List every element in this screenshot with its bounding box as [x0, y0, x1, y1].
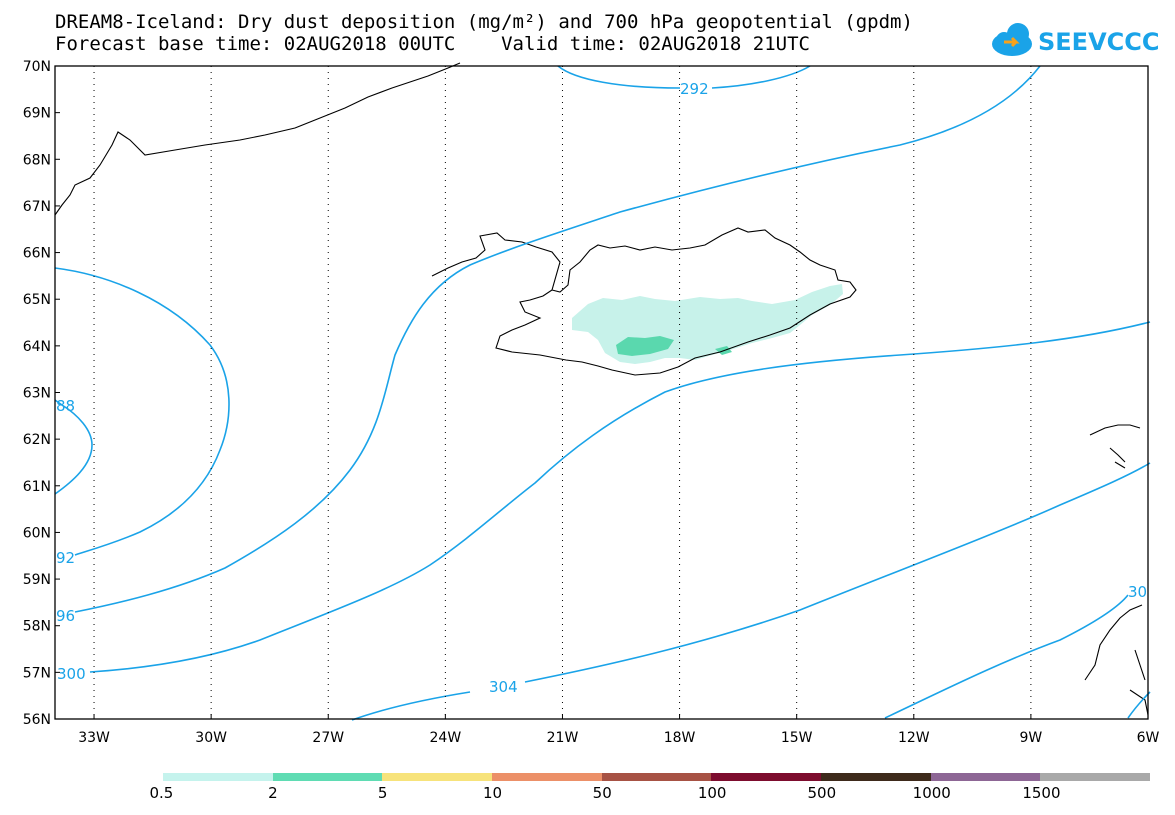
longitude-label: 9W [1020, 730, 1043, 746]
gridlines [93, 66, 1032, 719]
longitude-label: 12W [898, 730, 930, 746]
forecast-times: Forecast base time: 02AUG2018 00UTC Vali… [55, 33, 810, 55]
colorbar-segment [492, 773, 602, 781]
contour-label: 292 [680, 80, 709, 98]
colorbar-segment [601, 773, 712, 781]
longitude-label: 18W [664, 730, 696, 746]
contour-296 [74, 65, 1041, 613]
longitude-label: 24W [430, 730, 462, 746]
geopotential-contours [54, 65, 1151, 721]
coastlines [54, 62, 1149, 716]
colorbar [163, 773, 1151, 781]
colorbar-segment [1040, 773, 1151, 781]
contour-label: 300 [57, 665, 86, 683]
latitude-label: 59N [23, 572, 51, 588]
latitude-label: 64N [23, 339, 51, 355]
longitude-label: 21W [547, 730, 579, 746]
latitude-label: 57N [23, 665, 51, 681]
contour-label: 88 [56, 397, 75, 415]
colorbar-label: 5 [377, 784, 388, 802]
latitude-label: 60N [23, 525, 51, 541]
longitude-label: 27W [312, 730, 344, 746]
latitude-label: 70N [23, 59, 51, 75]
seevccc-logo: SEEVCCC [992, 23, 1160, 56]
latitude-label: 62N [23, 432, 51, 448]
latitude-label: 61N [23, 479, 51, 495]
contour-308 [884, 594, 1129, 719]
colorbar-label: 100 [697, 784, 727, 802]
dust-deposition [572, 284, 843, 364]
latitude-label: 69N [23, 106, 51, 122]
colorbar-segment [930, 773, 1041, 781]
map-title: DREAM8-Iceland: Dry dust deposition (mg/… [55, 11, 913, 33]
contour-label: 96 [56, 607, 75, 625]
contour-304 [351, 462, 1151, 721]
colorbar-segment [821, 773, 931, 781]
faroe-islands [1089, 424, 1141, 469]
cloud-icon [992, 23, 1032, 56]
latitude-label: 68N [23, 152, 51, 168]
contour-288 [54, 399, 93, 495]
iceland-coast [431, 227, 857, 376]
latitude-label: 58N [23, 619, 51, 635]
contour-label: 304 [489, 678, 518, 696]
axis-ticks [55, 65, 1149, 720]
colorbar-label: 2 [268, 784, 278, 802]
longitude-label: 33W [78, 730, 110, 746]
longitude-label: 15W [781, 730, 813, 746]
scotland-coast [1084, 604, 1149, 716]
contour-292-west [54, 267, 230, 556]
colorbar-segment [163, 773, 273, 781]
longitude-label: 30W [195, 730, 227, 746]
colorbar-label: 1500 [1022, 784, 1061, 802]
contour-label: 30 [1128, 583, 1147, 601]
colorbar-label: 0.5 [149, 784, 174, 802]
latitude-label: 65N [23, 292, 51, 308]
latitude-label: 63N [23, 386, 51, 402]
latitude-label: 56N [23, 712, 51, 728]
contour-labels: 292 88 92 96 300 304 30 [56, 80, 1147, 696]
contour-292-top [557, 65, 811, 89]
latitude-label: 67N [23, 199, 51, 215]
colorbar-label: 10 [483, 784, 503, 802]
logo-text: SEEVCCC [1038, 28, 1160, 56]
dust-area-low [572, 284, 843, 364]
longitude-label: 6W [1137, 730, 1160, 746]
longitude-labels: 33W 30W 27W 24W 21W 18W 15W 12W 9W 6W [78, 730, 1159, 746]
colorbar-label: 50 [592, 784, 612, 802]
colorbar-segment [382, 773, 493, 781]
contour-label: 92 [56, 549, 75, 567]
latitude-labels: 70N 69N 68N 67N 66N 65N 64N 63N 62N 61N 60N 59N 58N 5… [23, 59, 51, 728]
colorbar-label: 500 [807, 784, 837, 802]
map-frame [54, 65, 1149, 720]
latitude-label: 66N [23, 246, 51, 262]
contour-300 [89, 321, 1151, 673]
greenland-coast [54, 62, 461, 216]
colorbar-label: 1000 [912, 784, 951, 802]
dust-area-mid [616, 336, 674, 356]
colorbar-segment [711, 773, 822, 781]
colorbar-segment [272, 773, 383, 781]
